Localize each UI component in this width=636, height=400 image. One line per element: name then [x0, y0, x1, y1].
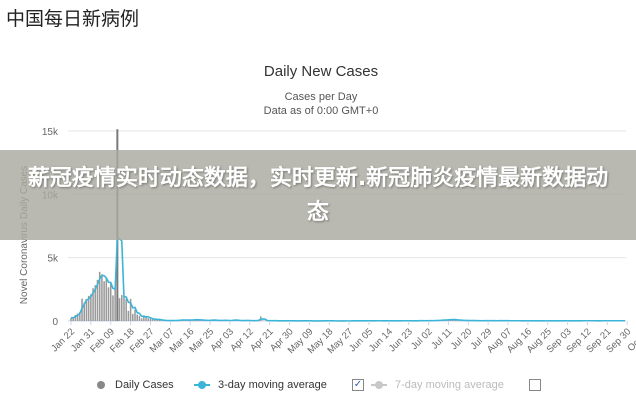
bar-daily-cases[interactable] — [112, 295, 114, 321]
bar-daily-cases[interactable] — [105, 277, 108, 321]
x-tick-label: Jul 02 — [409, 326, 435, 352]
bar-daily-cases[interactable] — [114, 289, 116, 321]
checkbox-3-day-average[interactable]: ✓ — [352, 379, 364, 391]
bar-daily-cases[interactable] — [92, 288, 94, 321]
bar-daily-cases[interactable] — [262, 320, 264, 321]
y-tick-label: 5k — [47, 254, 59, 265]
bar-daily-cases[interactable] — [79, 312, 81, 321]
legend-7-day-average-label: 7-day moving average — [395, 379, 504, 391]
bar-daily-cases[interactable] — [156, 319, 158, 321]
bar-daily-cases[interactable] — [87, 295, 90, 321]
checkbox-7-day-average[interactable] — [529, 379, 541, 391]
bar-daily-cases[interactable] — [120, 295, 123, 321]
bar-daily-cases[interactable] — [158, 319, 161, 321]
bar-daily-cases[interactable] — [140, 318, 143, 321]
headline-text: 薪冠疫情实时动态数据，实时更新.新冠肺炎疫情最新数据动态 — [27, 166, 609, 225]
bar-daily-cases[interactable] — [138, 315, 141, 321]
three-day-average-marker — [194, 381, 210, 389]
seven-day-average-marker — [371, 381, 387, 389]
bar-daily-cases[interactable] — [143, 315, 145, 321]
daily-cases-marker — [97, 381, 105, 389]
legend-3-day-average-label: 3-day moving average — [218, 379, 327, 391]
bar-daily-cases[interactable] — [90, 294, 92, 321]
legend-daily-cases[interactable]: Daily Cases — [97, 379, 174, 391]
bar-daily-cases[interactable] — [83, 302, 86, 321]
chart-legend: Daily Cases 3-day moving average ✓ 7-day… — [0, 376, 636, 396]
bar-daily-cases[interactable] — [94, 285, 97, 321]
bar-daily-cases[interactable] — [149, 318, 152, 321]
bar-daily-cases[interactable] — [147, 318, 150, 321]
bar-daily-cases[interactable] — [136, 314, 138, 321]
series-line-3-day-average[interactable] — [70, 236, 625, 322]
bar-daily-cases[interactable] — [96, 279, 99, 321]
page-title: 中国每日新病例 — [6, 8, 140, 30]
chart-subtitle-line1: Cases per Day — [285, 91, 358, 103]
bar-daily-cases[interactable] — [118, 298, 121, 321]
y-tick-label: 0 — [52, 317, 58, 328]
bar-daily-cases[interactable] — [74, 314, 77, 321]
bar-daily-cases[interactable] — [123, 297, 125, 321]
bar-daily-cases[interactable] — [70, 317, 72, 321]
chart-title: Daily New Cases — [264, 63, 378, 80]
chart-subtitle-line2: Data as of 0:00 GMT+0 — [264, 105, 379, 117]
bar-daily-cases[interactable] — [109, 282, 112, 321]
bar-daily-cases[interactable] — [154, 319, 156, 321]
bar-daily-cases[interactable] — [85, 298, 88, 321]
bar-daily-cases[interactable] — [98, 271, 101, 321]
bar-daily-cases[interactable] — [129, 298, 132, 321]
x-tick-label: Oct 09 — [626, 326, 636, 354]
bar-daily-cases[interactable] — [107, 287, 110, 321]
bar-daily-cases[interactable] — [103, 281, 105, 321]
bar-daily-cases[interactable] — [145, 316, 147, 321]
bar-daily-cases[interactable] — [72, 317, 74, 321]
bar-daily-cases[interactable] — [125, 298, 127, 321]
x-tick-label: Jul 20 — [449, 326, 475, 352]
bar-daily-cases[interactable] — [151, 319, 154, 321]
y-tick-label: 15k — [42, 127, 59, 138]
bar-daily-cases[interactable] — [76, 313, 79, 321]
legend-7-day-average[interactable]: 7-day moving average — [371, 379, 504, 391]
bar-daily-cases[interactable] — [101, 274, 103, 321]
bar-daily-cases[interactable] — [134, 309, 136, 321]
legend-3-day-average[interactable]: 3-day moving average — [194, 379, 327, 391]
x-tick-label: Jul 11 — [429, 326, 454, 351]
legend-daily-cases-label: Daily Cases — [115, 379, 174, 391]
headline-overlay — [0, 150, 636, 240]
bar-daily-cases[interactable] — [132, 313, 134, 321]
bar-daily-cases[interactable] — [127, 310, 130, 321]
